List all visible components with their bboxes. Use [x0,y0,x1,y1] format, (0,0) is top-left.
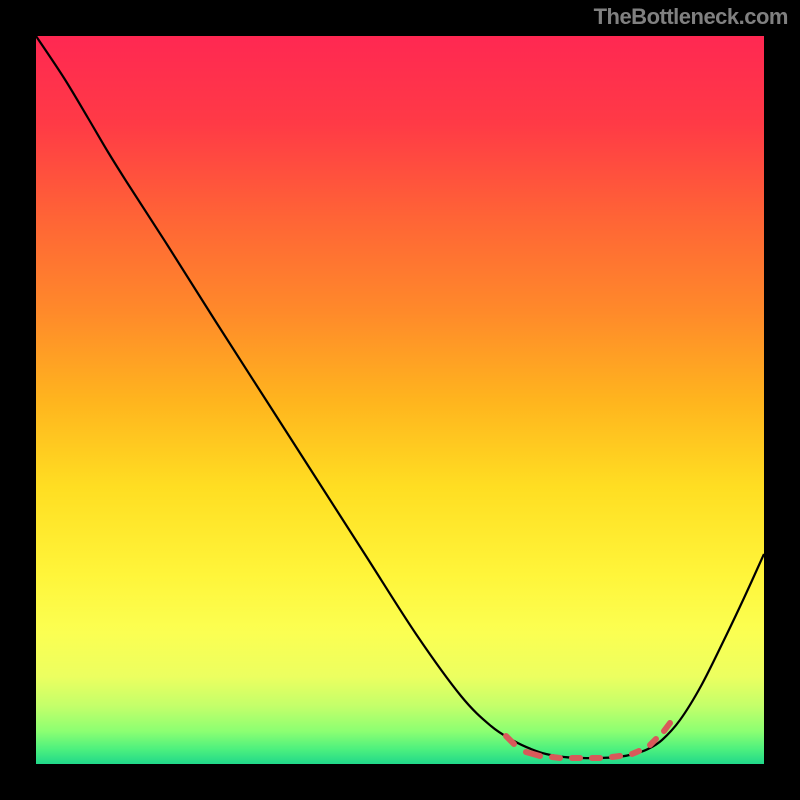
chart-background [36,36,764,764]
highlight-dash [650,739,656,745]
highlight-dash [612,756,620,757]
attribution-text: TheBottleneck.com [594,4,788,30]
chart-svg [36,36,764,764]
highlight-dash [632,751,639,754]
chart-frame: TheBottleneck.com [0,0,800,800]
highlight-dash [552,757,560,758]
highlight-dash [526,752,540,756]
plot-area [36,36,764,764]
